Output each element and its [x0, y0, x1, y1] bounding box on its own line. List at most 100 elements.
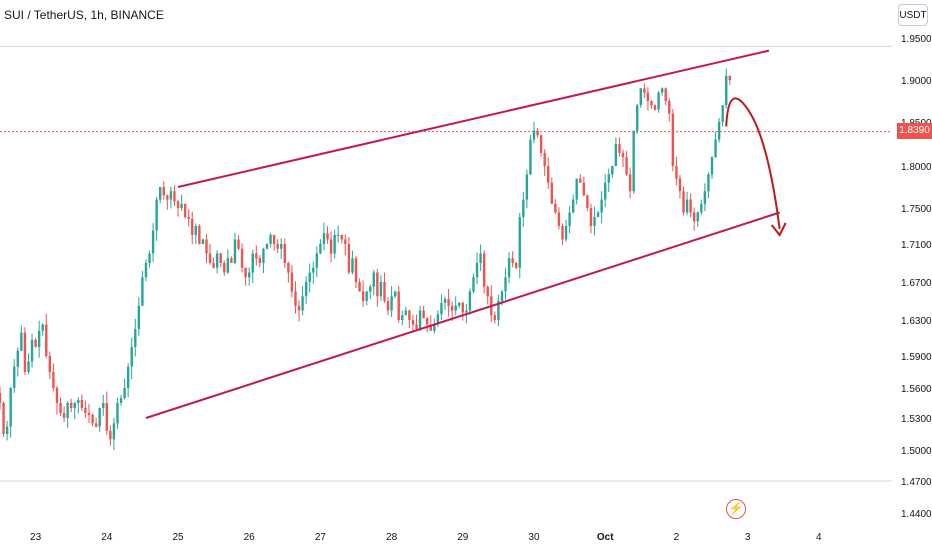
- candle-body: [258, 258, 262, 263]
- candle-body: [386, 301, 390, 311]
- candle-body: [276, 244, 279, 249]
- candle: [166, 194, 169, 210]
- lightning-icon[interactable]: ⚡: [726, 499, 746, 519]
- candle: [102, 394, 105, 416]
- candle: [212, 257, 215, 269]
- candle-body: [696, 212, 699, 222]
- candle: [564, 219, 568, 242]
- candle: [411, 314, 415, 331]
- candle-body: [536, 130, 539, 136]
- candle: [397, 285, 400, 323]
- candle-body: [361, 291, 365, 301]
- y-tick-label: 1.7500: [901, 204, 932, 215]
- candle: [607, 168, 610, 193]
- candle: [280, 238, 283, 260]
- candle-body: [604, 182, 607, 200]
- candle: [675, 156, 678, 186]
- channel-lower-line[interactable]: [145, 211, 780, 419]
- candle: [62, 406, 66, 423]
- candle-body: [173, 191, 176, 202]
- candle: [80, 394, 84, 411]
- candle-body: [465, 310, 468, 313]
- candle: [27, 353, 30, 375]
- candle-body: [500, 291, 504, 301]
- currency-button[interactable]: USDT: [898, 4, 928, 26]
- candle: [5, 420, 9, 441]
- candle: [262, 247, 265, 274]
- candle: [0, 387, 2, 410]
- candle: [308, 263, 311, 293]
- candle: [312, 261, 315, 284]
- candle: [258, 255, 262, 268]
- candle: [208, 243, 212, 265]
- candle-body: [240, 248, 244, 268]
- candle: [472, 273, 475, 294]
- candle-body: [440, 302, 443, 315]
- candle: [429, 315, 432, 332]
- projection-arrow-curve[interactable]: [725, 97, 781, 230]
- candle: [137, 297, 141, 336]
- candle-body: [294, 291, 297, 306]
- candle: [696, 211, 699, 227]
- candle-body: [725, 75, 728, 106]
- candle-body: [607, 174, 610, 183]
- candle-body: [547, 166, 550, 183]
- candle-body: [418, 310, 422, 329]
- candle: [191, 211, 194, 245]
- candle: [625, 150, 628, 176]
- candle: [426, 316, 429, 333]
- candle-body: [646, 92, 650, 101]
- candle: [671, 108, 675, 172]
- candle-body: [493, 315, 497, 320]
- x-tick-label: 29: [457, 532, 469, 543]
- candle: [20, 325, 23, 352]
- channel-upper-line[interactable]: [177, 49, 770, 188]
- candle: [319, 239, 322, 255]
- candle: [141, 270, 144, 307]
- candle: [408, 309, 411, 329]
- candle: [458, 301, 461, 309]
- candle: [70, 398, 73, 413]
- candle-body: [532, 130, 536, 140]
- candle: [482, 250, 486, 294]
- candle-body: [230, 258, 233, 263]
- candle-body: [112, 423, 116, 440]
- candle: [447, 288, 450, 317]
- candle: [582, 176, 586, 197]
- candle-body: [55, 388, 59, 403]
- candle: [183, 203, 187, 219]
- candle: [379, 275, 383, 301]
- candle-body: [472, 277, 475, 292]
- candle-body: [9, 388, 12, 427]
- candle-body: [454, 305, 457, 311]
- candle-body: [539, 135, 543, 153]
- candle-body: [290, 272, 294, 292]
- channel-lines: [145, 49, 780, 419]
- candle: [333, 229, 336, 259]
- candle-body: [34, 339, 37, 347]
- candle: [554, 199, 557, 215]
- x-tick-label: 2: [674, 532, 680, 543]
- candle: [276, 239, 279, 254]
- candle-body: [404, 310, 408, 316]
- candle: [575, 178, 578, 205]
- candle: [351, 250, 354, 275]
- candle: [84, 400, 87, 418]
- candle: [440, 294, 443, 320]
- candle: [269, 232, 272, 248]
- x-tick-label: 30: [528, 532, 540, 543]
- candle: [621, 149, 625, 168]
- candle: [539, 134, 543, 157]
- candle-body: [70, 403, 73, 408]
- candle: [596, 210, 600, 218]
- candle-body: [561, 226, 564, 240]
- candle: [294, 281, 297, 314]
- candle-body: [219, 253, 222, 263]
- candle-body: [678, 178, 682, 192]
- candle-body: [589, 208, 593, 226]
- candle-body: [66, 403, 69, 418]
- candle: [77, 397, 80, 414]
- candle: [700, 199, 703, 215]
